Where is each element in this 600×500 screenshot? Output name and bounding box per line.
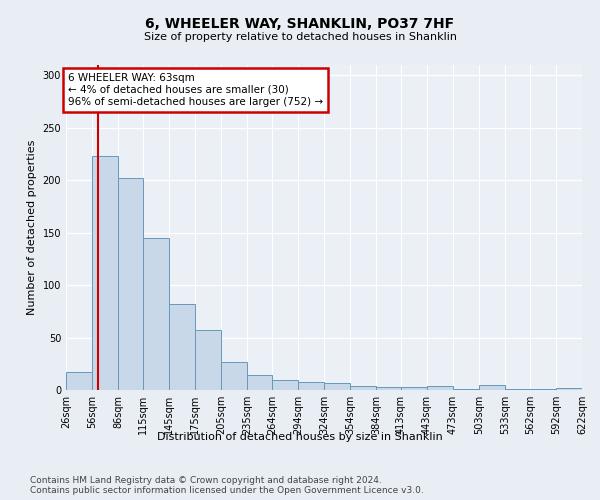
Bar xyxy=(427,386,453,390)
Bar xyxy=(66,372,92,390)
Bar xyxy=(479,385,505,390)
Text: Distribution of detached houses by size in Shanklin: Distribution of detached houses by size … xyxy=(157,432,443,442)
Text: 6 WHEELER WAY: 63sqm
← 4% of detached houses are smaller (30)
96% of semi-detach: 6 WHEELER WAY: 63sqm ← 4% of detached ho… xyxy=(68,74,323,106)
Bar xyxy=(92,156,118,390)
Bar xyxy=(118,178,143,390)
Bar xyxy=(221,362,247,390)
Bar xyxy=(376,387,401,390)
Bar xyxy=(453,389,479,390)
Bar xyxy=(272,380,298,390)
Bar xyxy=(247,376,272,390)
Bar xyxy=(401,387,427,390)
Text: 6, WHEELER WAY, SHANKLIN, PO37 7HF: 6, WHEELER WAY, SHANKLIN, PO37 7HF xyxy=(145,18,455,32)
Bar xyxy=(195,330,221,390)
Bar xyxy=(143,238,169,390)
Bar xyxy=(350,386,376,390)
Bar xyxy=(556,388,582,390)
Bar xyxy=(298,382,324,390)
Bar xyxy=(324,382,350,390)
Y-axis label: Number of detached properties: Number of detached properties xyxy=(27,140,37,315)
Bar xyxy=(530,389,556,390)
Bar xyxy=(169,304,195,390)
Bar xyxy=(505,389,530,390)
Text: Size of property relative to detached houses in Shanklin: Size of property relative to detached ho… xyxy=(143,32,457,42)
Text: Contains HM Land Registry data © Crown copyright and database right 2024.
Contai: Contains HM Land Registry data © Crown c… xyxy=(30,476,424,495)
